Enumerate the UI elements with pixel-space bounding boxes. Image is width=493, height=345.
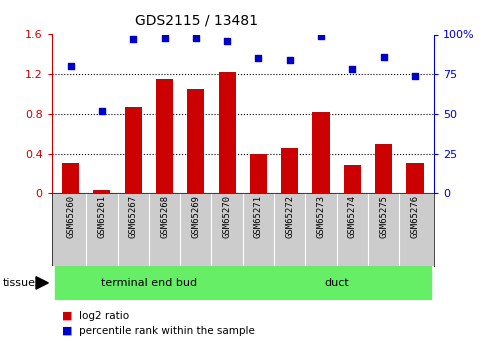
- Bar: [313, 112, 330, 193]
- Bar: [250, 154, 267, 193]
- Point: [161, 35, 169, 40]
- Point: [349, 67, 356, 72]
- Text: GSM65272: GSM65272: [285, 195, 294, 238]
- Bar: [125, 107, 142, 193]
- Point: [317, 33, 325, 39]
- Point: [286, 57, 294, 63]
- Bar: [243, 266, 431, 300]
- Point: [129, 37, 137, 42]
- Text: GSM65260: GSM65260: [66, 195, 75, 238]
- Bar: [375, 144, 392, 193]
- Bar: [156, 79, 173, 193]
- Text: GDS2115 / 13481: GDS2115 / 13481: [136, 14, 258, 28]
- Text: GSM65261: GSM65261: [98, 195, 106, 238]
- Point: [254, 56, 262, 61]
- Point: [223, 38, 231, 43]
- Text: GSM65276: GSM65276: [411, 195, 420, 238]
- Text: duct: duct: [324, 278, 349, 288]
- Text: percentile rank within the sample: percentile rank within the sample: [79, 326, 255, 335]
- Text: ■: ■: [62, 326, 72, 335]
- Point: [380, 54, 387, 59]
- Text: terminal end bud: terminal end bud: [101, 278, 197, 288]
- Point: [411, 73, 419, 79]
- Text: GSM65268: GSM65268: [160, 195, 169, 238]
- Point: [98, 108, 106, 114]
- Text: GSM65267: GSM65267: [129, 195, 138, 238]
- Text: GSM65273: GSM65273: [317, 195, 325, 238]
- Point: [192, 35, 200, 40]
- Text: GSM65270: GSM65270: [223, 195, 232, 238]
- Bar: [93, 190, 110, 193]
- Point: [67, 63, 74, 69]
- Bar: [55, 266, 243, 300]
- Text: tissue: tissue: [2, 278, 35, 288]
- Bar: [62, 164, 79, 193]
- Bar: [344, 165, 361, 193]
- Text: GSM65269: GSM65269: [191, 195, 200, 238]
- Bar: [187, 89, 205, 193]
- Bar: [281, 148, 298, 193]
- Text: GSM65274: GSM65274: [348, 195, 357, 238]
- Text: GSM65275: GSM65275: [379, 195, 388, 238]
- Text: ■: ■: [62, 311, 72, 321]
- Bar: [406, 164, 423, 193]
- Text: GSM65271: GSM65271: [254, 195, 263, 238]
- Text: log2 ratio: log2 ratio: [79, 311, 129, 321]
- Bar: [218, 72, 236, 193]
